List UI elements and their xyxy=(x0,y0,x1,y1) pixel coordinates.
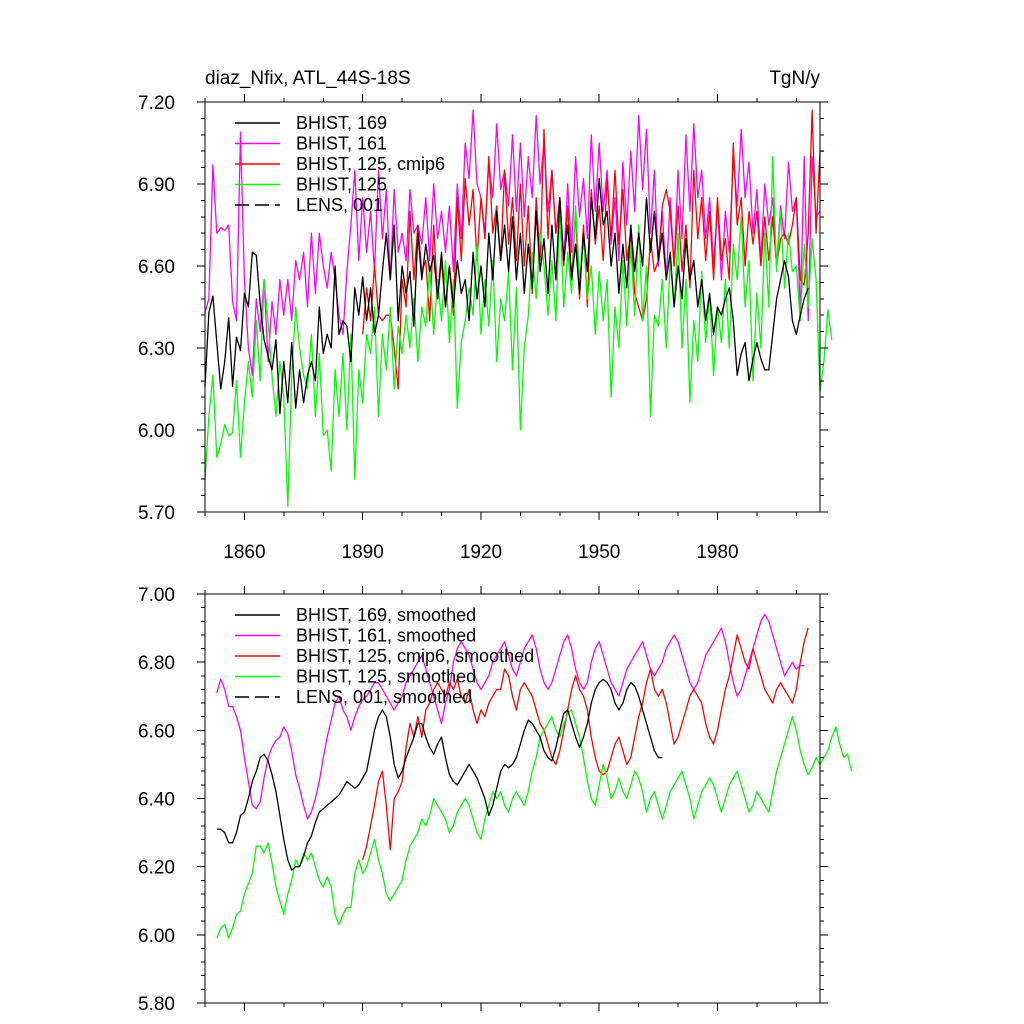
x-tick-label: 1950 xyxy=(578,542,620,563)
series-line-bhist-169-smoothed xyxy=(217,679,663,870)
legend-label: BHIST, 125, smoothed xyxy=(296,667,476,687)
legend-label: BHIST, 125, cmip6, smoothed xyxy=(296,646,534,666)
top-title-right: TgN/y xyxy=(769,68,820,89)
legend-label: BHIST, 161, smoothed xyxy=(296,626,476,646)
y-tick-label: 6.90 xyxy=(138,175,175,196)
legend-label: BHIST, 161 xyxy=(296,134,387,154)
y-tick-label: 5.70 xyxy=(138,503,175,524)
y-tick-label: 7.00 xyxy=(138,585,175,606)
legend-label: BHIST, 169 xyxy=(296,113,387,133)
legend-label: BHIST, 125, cmip6 xyxy=(296,154,445,174)
legend-label: LENS, 001, smoothed xyxy=(296,687,472,707)
x-tick-label: 1890 xyxy=(342,542,384,563)
x-tick-label: 1980 xyxy=(696,542,738,563)
y-tick-label: 5.80 xyxy=(138,994,175,1015)
y-tick-label: 6.40 xyxy=(138,790,175,811)
legend-label: LENS, 001 xyxy=(296,195,383,215)
y-tick-label: 6.00 xyxy=(138,421,175,442)
x-tick-label: 1920 xyxy=(460,542,502,563)
y-tick-label: 6.60 xyxy=(138,721,175,742)
top-title-left: diaz_Nfix, ATL_44S-18S xyxy=(205,68,411,89)
y-tick-label: 7.20 xyxy=(138,93,175,114)
legend-label: BHIST, 169, smoothed xyxy=(296,605,476,625)
y-tick-label: 6.80 xyxy=(138,653,175,674)
y-tick-label: 6.00 xyxy=(138,926,175,947)
bottom-panel: 5.80 6.00 6.20 6.40 6.60 6.80 7.00 BHIST, 169,… xyxy=(138,585,851,1015)
y-tick-label: 6.20 xyxy=(138,858,175,879)
y-tick-label: 6.30 xyxy=(138,339,175,360)
series-line-bhist-125-smoothed xyxy=(217,710,852,938)
chart-figure: diaz_Nfix, ATL_44S-18S TgN/y 5.70 6.00 6.3… xyxy=(0,0,1024,1024)
legend-label: BHIST, 125 xyxy=(296,175,387,195)
top-panel: diaz_Nfix, ATL_44S-18S TgN/y 5.70 6.00 6.3… xyxy=(138,68,832,563)
y-tick-label: 6.60 xyxy=(138,257,175,278)
x-tick-label: 1860 xyxy=(223,542,265,563)
